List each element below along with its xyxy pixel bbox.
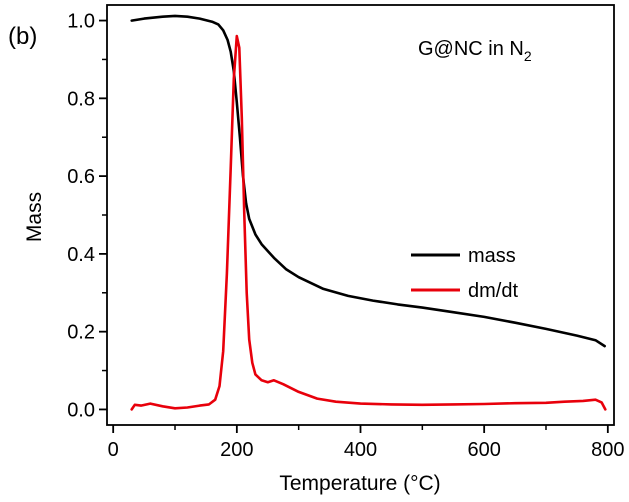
x-tick-label: 200 [220, 439, 253, 461]
legend-label-mass: mass [468, 245, 516, 267]
x-tick-label: 800 [591, 439, 624, 461]
annotation-main: G@NC in N [418, 38, 524, 60]
x-tick-label: 0 [108, 439, 119, 461]
series-line-dm-dt [130, 34, 607, 411]
y-tick-label: 0.4 [67, 244, 95, 266]
x-axis-title: Temperature (°C) [279, 472, 440, 495]
y-tick-label: 0.0 [67, 399, 95, 421]
plot-frame [106, 4, 615, 426]
y-tick-label: 0.2 [67, 322, 95, 344]
series-line-mass [130, 14, 607, 348]
axis-ticks [99, 19, 609, 433]
y-tick-label: 1.0 [67, 11, 95, 33]
series-layer [130, 14, 607, 411]
legend-label-dmdt: dm/dt [468, 280, 518, 302]
legend: mass dm/dt [411, 245, 518, 302]
y-tick-label: 0.6 [67, 166, 95, 188]
x-tick-label: 400 [344, 439, 377, 461]
y-axis-title: Mass [23, 192, 46, 242]
y-tick-label: 0.8 [67, 88, 95, 110]
x-tick-label: 600 [467, 439, 500, 461]
tick-labels: 0 200 400 600 800 0.0 0.2 0.4 0.6 0.8 1.0 [67, 11, 624, 461]
panel-label: (b) [8, 23, 37, 50]
chart-annotation: G@NC in N2 [418, 38, 532, 64]
annotation-subscript: 2 [524, 48, 532, 64]
